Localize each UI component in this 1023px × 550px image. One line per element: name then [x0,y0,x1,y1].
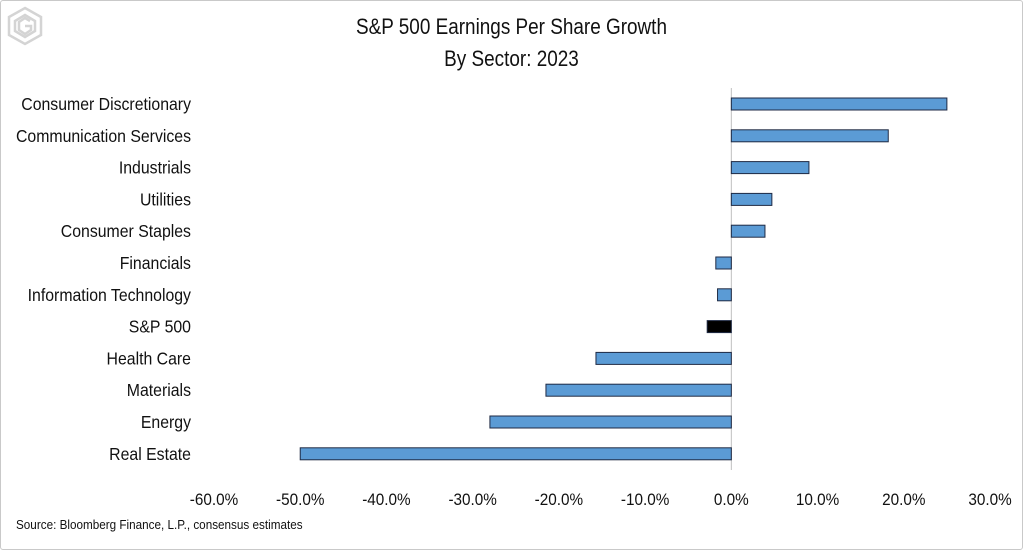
x-tick-label: -30.0% [448,490,496,509]
bar [730,224,766,238]
x-tick-label: -60.0% [190,490,238,509]
category-label: Health Care [107,348,191,368]
bar [730,97,948,111]
category-label: Utilities [140,189,191,209]
x-tick-label: 30.0% [968,490,1011,509]
category-label: Financials [120,253,191,273]
bar [717,288,732,302]
category-label: Real Estate [109,444,191,464]
bar [489,415,732,429]
bar [715,256,732,270]
category-label: Information Technology [28,285,192,305]
category-label: Energy [141,412,192,432]
x-tick-label: 0.0% [714,490,749,509]
x-tick-label: -40.0% [362,490,410,509]
category-label: S&P 500 [129,317,191,337]
source-note: Source: Bloomberg Finance, L.P., consens… [16,517,303,532]
category-label: Industrials [119,158,191,178]
x-tick-label: -20.0% [535,490,583,509]
logo-icon [6,6,44,46]
category-label: Consumer Discretionary [21,94,191,114]
chart-title: S&P 500 Earnings Per Share Growth [356,14,667,39]
x-tick-label: 20.0% [882,490,925,509]
bar [730,129,889,143]
bar-sp500 [706,320,732,334]
bar [730,192,773,206]
x-tick-label: -10.0% [621,490,669,509]
x-tick-label: -50.0% [276,490,324,509]
x-tick-label: 10.0% [796,490,839,509]
category-label: Communication Services [16,126,191,146]
bar [595,351,732,365]
category-label: Materials [127,380,191,400]
bar [730,161,810,175]
bar [299,447,732,461]
bar [545,383,732,397]
chart-subtitle: By Sector: 2023 [444,46,579,71]
category-label: Consumer Staples [61,221,191,241]
